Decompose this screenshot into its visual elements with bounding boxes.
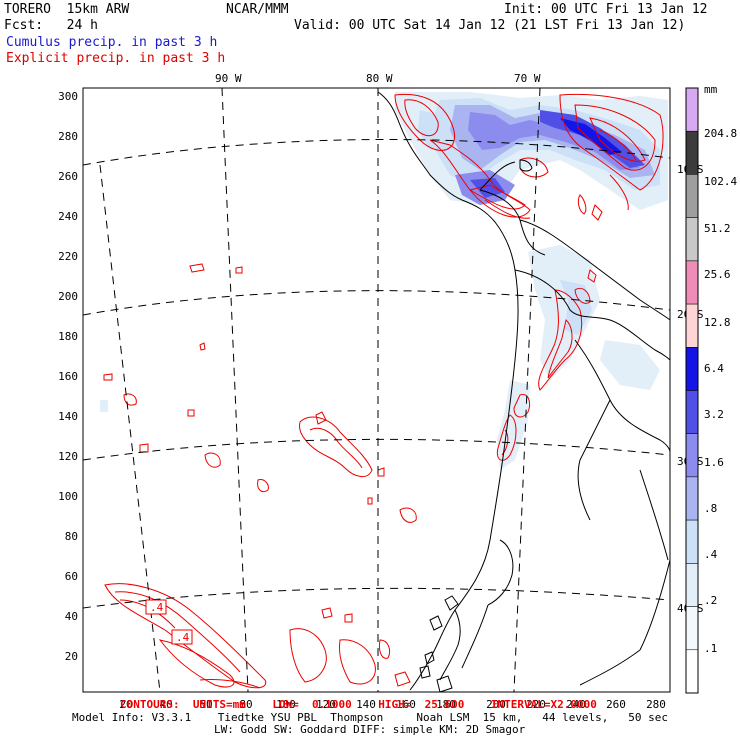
contour-value-label: .4 [150, 601, 164, 614]
y-tick-label: 280 [58, 130, 78, 143]
colorbar-swatch [685, 390, 699, 434]
y-tick-label: 120 [58, 450, 78, 463]
coastlines [377, 91, 670, 692]
colorbar-label: .4 [704, 548, 718, 561]
y-tick-label: 200 [58, 290, 78, 303]
y-tick-label: 260 [58, 170, 78, 183]
colorbar-swatch [685, 563, 699, 607]
x-tick-label: 220 [526, 698, 546, 711]
lon-label-70w: 70 W [514, 72, 541, 85]
x-tick-label: 20 [119, 698, 132, 711]
lat-lon-grid [83, 88, 670, 692]
field-cumulus-label: Cumulus precip. in past 3 h [6, 35, 218, 50]
colorbar-swatch [685, 433, 699, 478]
org-label: NCAR/MMM [226, 2, 289, 17]
colorbar-label: .2 [704, 594, 717, 607]
model-title: TORERO 15km ARW [4, 2, 130, 17]
valid-time: Valid: 00 UTC Sat 14 Jan 12 (21 LST Fri … [294, 18, 686, 33]
colorbar-label: 12.8 [704, 316, 731, 329]
colorbar-swatch [685, 476, 699, 521]
x-tick-label: 80 [239, 698, 252, 711]
colorbar-label: 1.6 [704, 456, 724, 469]
colorbar-label: 6.4 [704, 362, 724, 375]
x-tick-label: 100 [276, 698, 296, 711]
y-tick-label: 20 [65, 650, 78, 663]
x-tick-label: 240 [566, 698, 586, 711]
y-tick-label: 80 [65, 530, 78, 543]
x-tick-label: 60 [199, 698, 212, 711]
y-tick-label: 60 [65, 570, 78, 583]
y-axis-ticks: 300 280 260 240 220 200 180 160 140 120 … [58, 90, 78, 663]
colorbar-swatch [685, 174, 699, 218]
y-tick-label: 180 [58, 330, 78, 343]
x-axis-ticks: 20 40 60 80 100 120 140 160 180 200 220 … [119, 698, 666, 711]
x-tick-label: 260 [606, 698, 626, 711]
colorbar-swatch [685, 87, 699, 132]
y-tick-label: 100 [58, 490, 78, 503]
contour-info: CONTOURS: UNITS=mm LOW= 0.1000 HIGH= 25.… [120, 698, 597, 711]
init-time: Init: 00 UTC Fri 13 Jan 12 [504, 2, 708, 17]
lon-label-90w: 90 W [215, 72, 242, 85]
lon-label-80w: 80 W [366, 72, 393, 85]
x-tick-label: 160 [396, 698, 416, 711]
colorbar-swatch [685, 519, 699, 564]
colorbar-swatch [685, 347, 699, 391]
colorbar-swatch [685, 303, 699, 348]
plot-area [83, 88, 670, 692]
colorbar: mm 204.8 102.4 51.2 25.6 12.8 6.4 3.2 1.… [685, 83, 737, 694]
contour-label-boxes: .4 .4 [145, 599, 193, 645]
x-tick-label: 180 [436, 698, 456, 711]
contour-value-label: .4 [176, 631, 190, 644]
explicit-precip-contours [103, 93, 664, 689]
colorbar-swatch [685, 260, 699, 305]
colorbar-label: 51.2 [704, 222, 731, 235]
model-info-line1: Model Info: V3.3.1 Tiedtke YSU PBL Thomp… [72, 711, 669, 724]
plot-frame [82, 87, 671, 693]
x-tick-label: 40 [159, 698, 172, 711]
x-tick-label: 200 [486, 698, 506, 711]
y-tick-label: 220 [58, 250, 78, 263]
colorbar-label: 204.8 [704, 127, 737, 140]
y-tick-label: 160 [58, 370, 78, 383]
y-tick-label: 140 [58, 410, 78, 423]
y-tick-label: 240 [58, 210, 78, 223]
forecast-hour: Fcst: 24 h [4, 18, 98, 33]
colorbar-swatch [685, 606, 699, 651]
colorbar-label: .1 [704, 642, 717, 655]
colorbar-swatch [685, 217, 699, 262]
model-info-line2: LW: Godd SW: Goddard DIFF: simple KM: 2D… [214, 723, 526, 736]
colorbar-unit: mm [704, 83, 718, 96]
y-tick-label: 300 [58, 90, 78, 103]
y-tick-label: 40 [65, 610, 78, 623]
x-tick-label: 120 [316, 698, 336, 711]
colorbar-label: 25.6 [704, 268, 731, 281]
x-tick-label: 280 [646, 698, 666, 711]
colorbar-label: 3.2 [704, 408, 724, 421]
colorbar-swatch [685, 130, 699, 175]
colorbar-label: 102.4 [704, 175, 737, 188]
x-tick-label: 140 [356, 698, 376, 711]
field-explicit-label: Explicit precip. in past 3 h [6, 51, 226, 66]
colorbar-swatch [685, 649, 699, 694]
colorbar-label: .8 [704, 502, 717, 515]
